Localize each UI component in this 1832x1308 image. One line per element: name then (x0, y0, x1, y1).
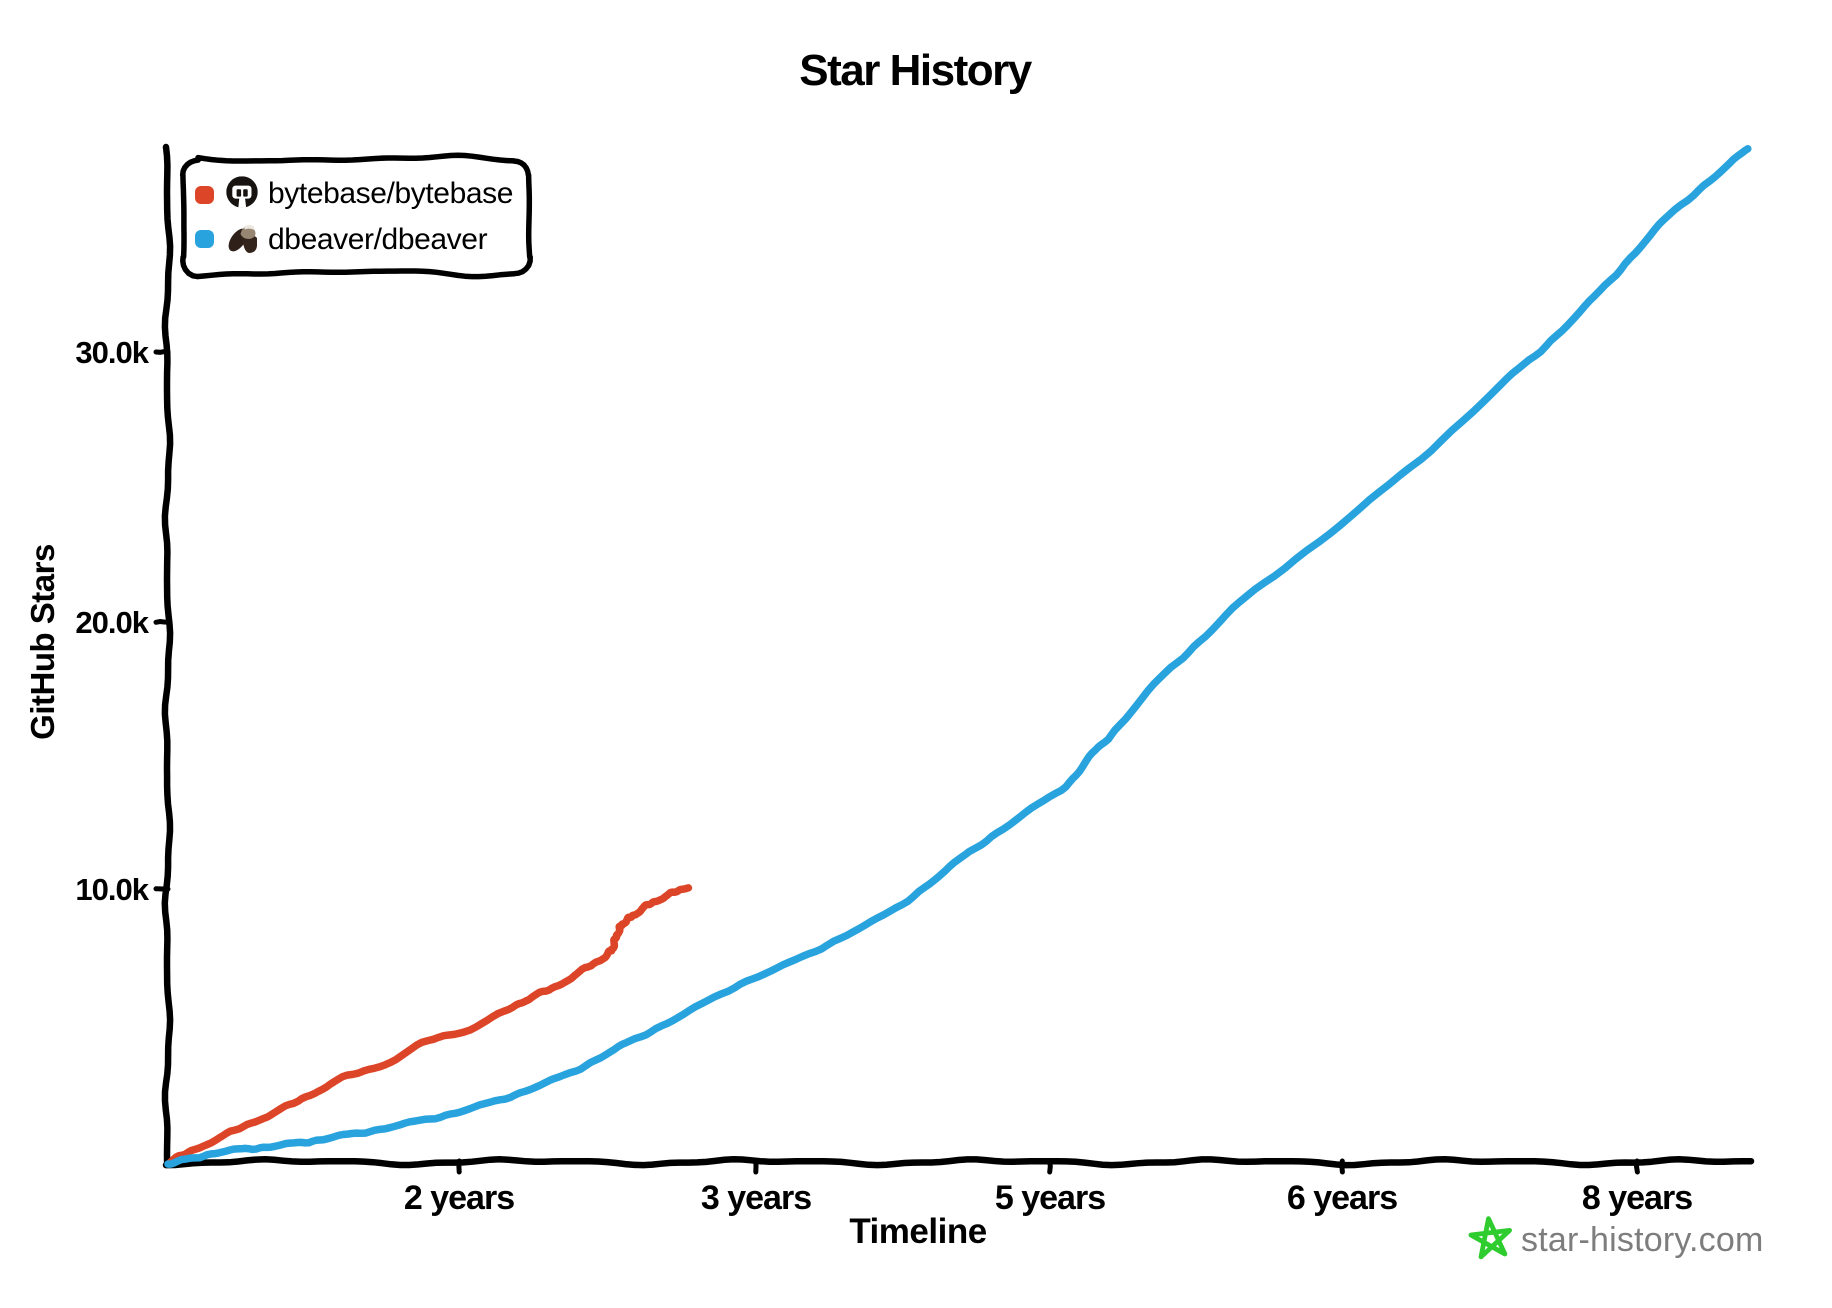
svg-text:Star History: Star History (799, 46, 1032, 95)
svg-text:star-history.com: star-history.com (1521, 1221, 1764, 1259)
svg-text:8 years: 8 years (1582, 1179, 1692, 1217)
svg-text:2 years: 2 years (404, 1179, 514, 1217)
svg-text:dbeaver/dbeaver: dbeaver/dbeaver (268, 223, 488, 256)
svg-text:30.0k: 30.0k (75, 335, 149, 370)
svg-text:GitHub Stars: GitHub Stars (24, 544, 61, 740)
svg-text:Timeline: Timeline (849, 1212, 986, 1251)
svg-text:3 years: 3 years (701, 1179, 811, 1217)
svg-text:10.0k: 10.0k (75, 872, 149, 907)
svg-text:20.0k: 20.0k (75, 605, 149, 640)
svg-text:5 years: 5 years (995, 1179, 1105, 1217)
svg-text:bytebase/bytebase: bytebase/bytebase (268, 177, 513, 210)
svg-text:6 years: 6 years (1287, 1179, 1397, 1217)
